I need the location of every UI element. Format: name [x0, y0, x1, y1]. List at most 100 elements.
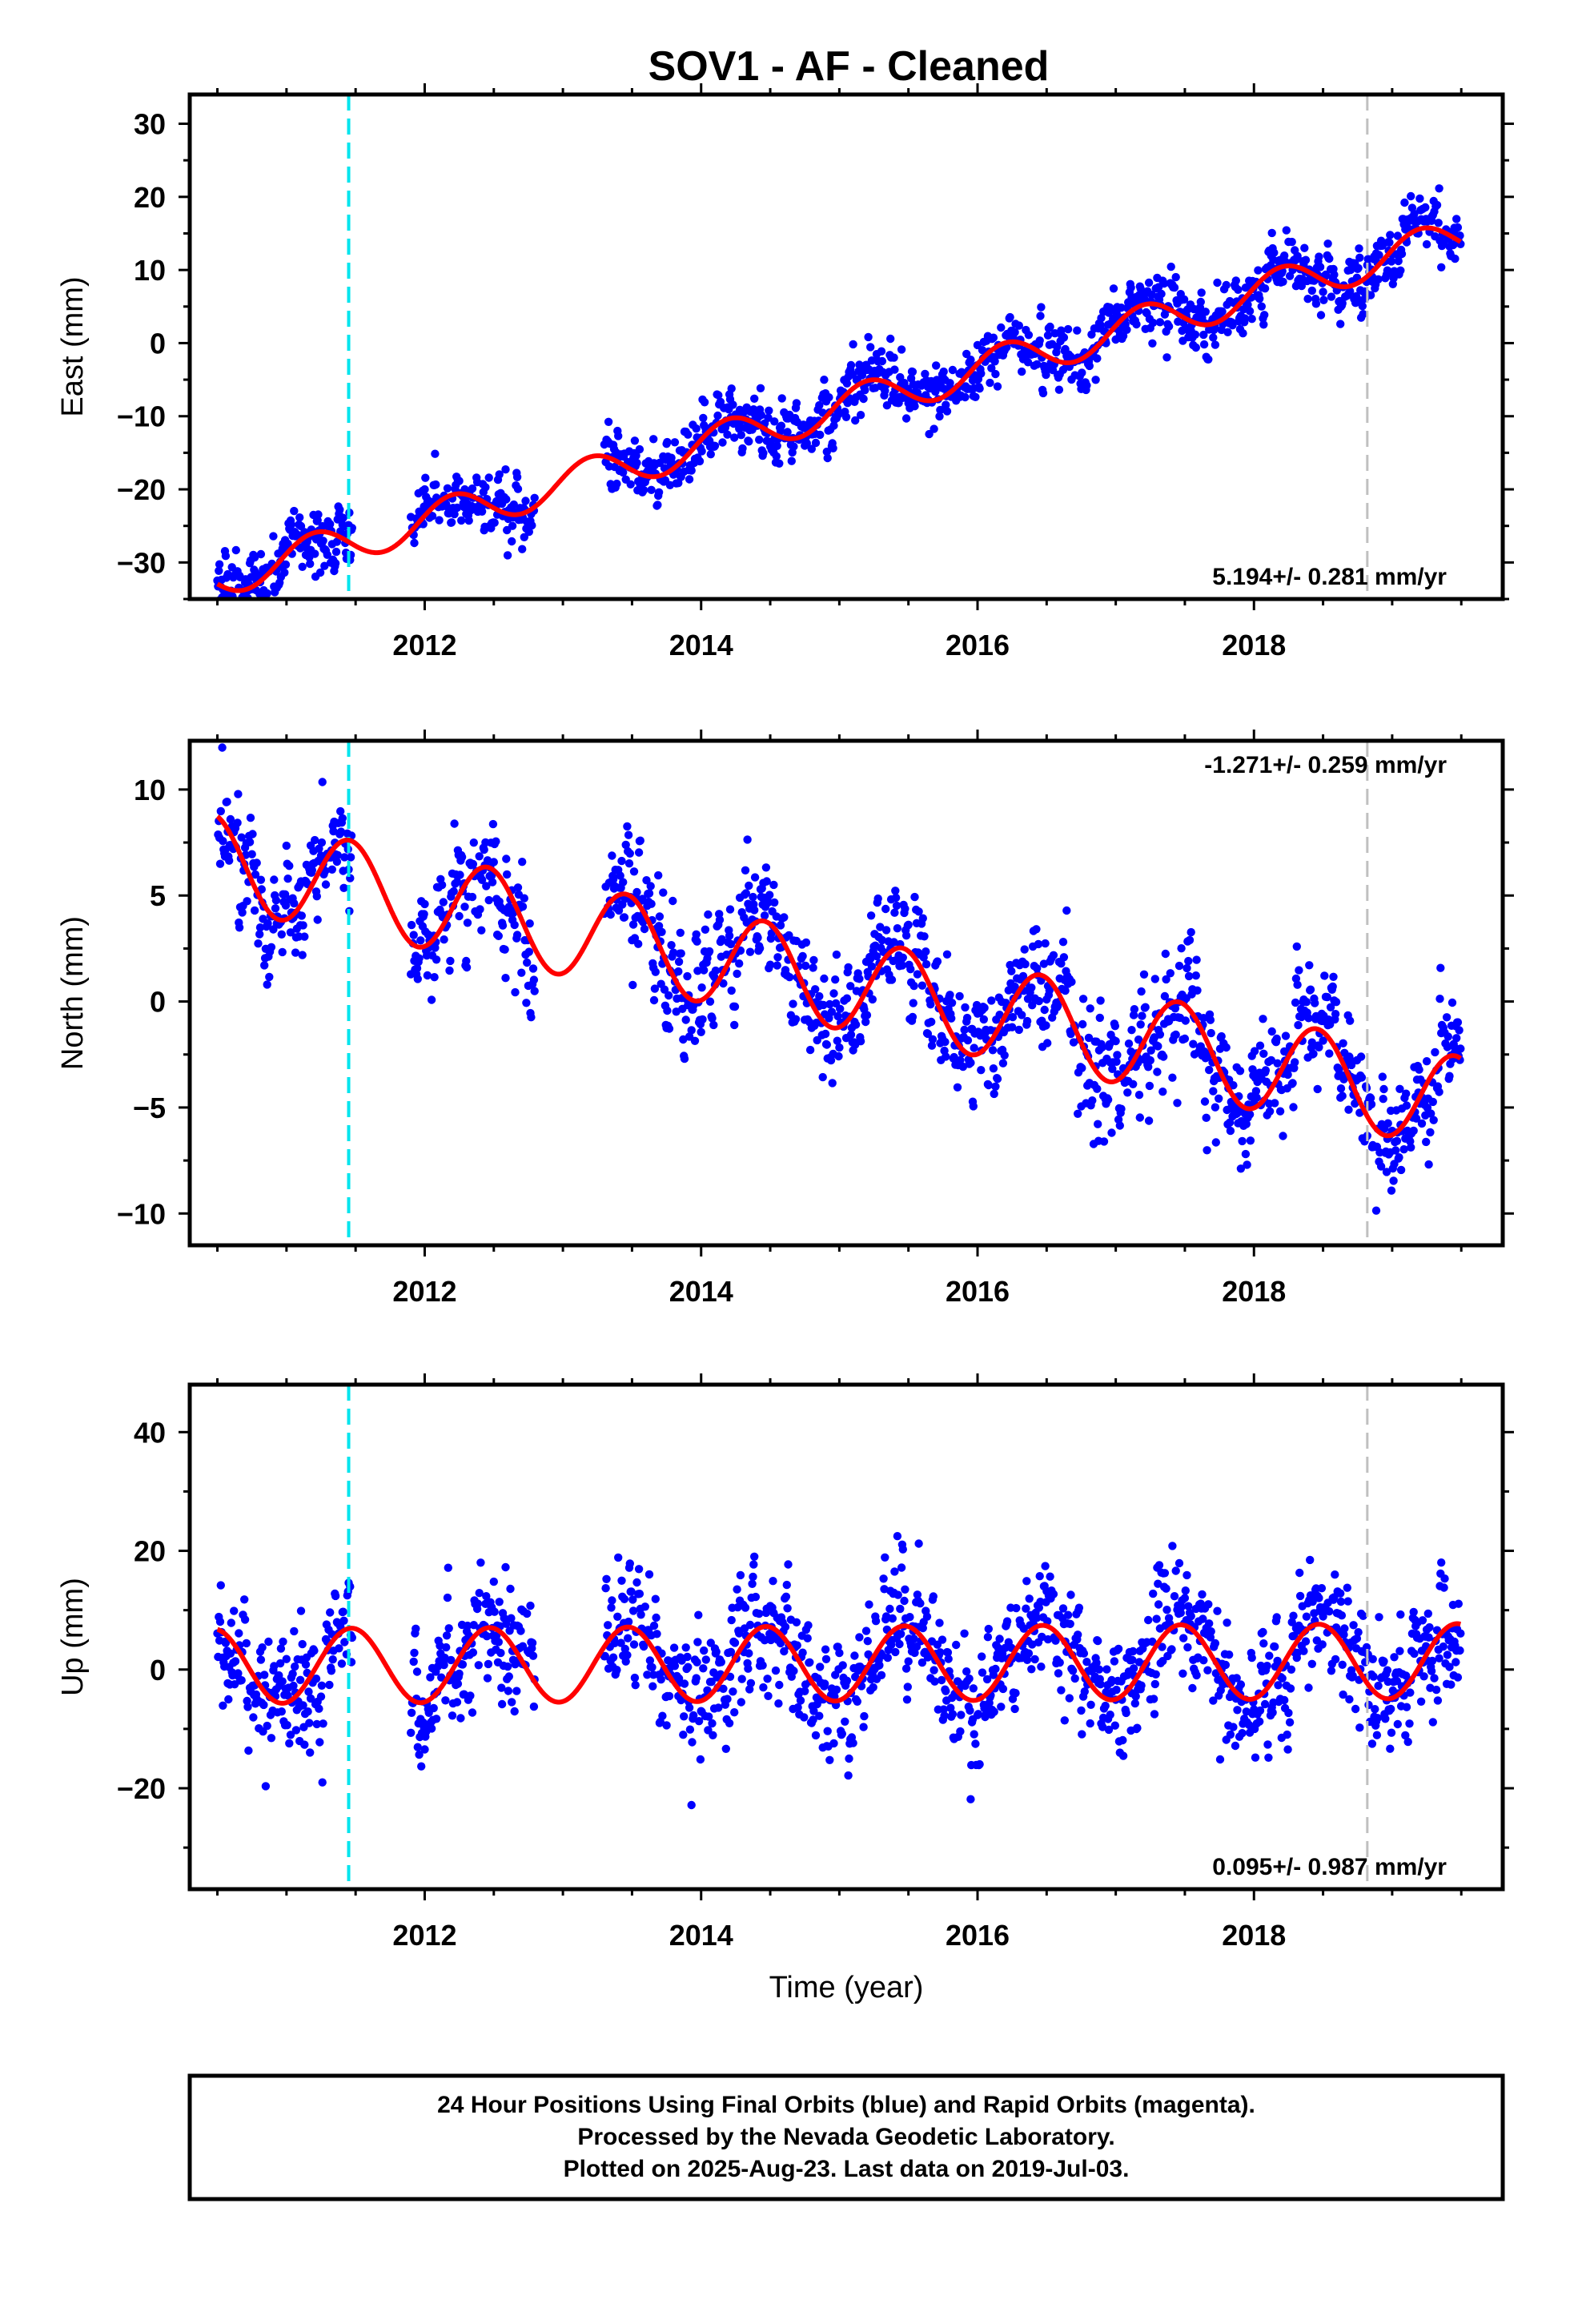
data-point: [856, 411, 865, 420]
data-point: [1301, 255, 1311, 264]
data-point: [909, 999, 917, 1007]
data-point: [456, 1714, 465, 1723]
data-point: [1199, 330, 1208, 340]
data-point: [238, 603, 246, 611]
data-point: [1065, 1694, 1074, 1703]
data-point: [773, 953, 782, 962]
data-point: [1077, 1706, 1086, 1715]
data-point: [1427, 1667, 1436, 1675]
data-point: [518, 545, 527, 553]
data-point: [1375, 1613, 1383, 1622]
data-point: [1339, 1690, 1347, 1699]
data-point: [501, 465, 510, 474]
data-point: [1078, 1019, 1087, 1029]
data-point: [1339, 1039, 1347, 1048]
data-point: [990, 1707, 998, 1716]
data-point: [904, 920, 913, 930]
data-point: [726, 939, 736, 949]
data-point: [749, 1560, 758, 1569]
data-point: [1317, 1584, 1327, 1593]
data-point: [1181, 1016, 1191, 1025]
data-point: [442, 1642, 451, 1652]
data-point: [1129, 1664, 1138, 1673]
data-point: [758, 1661, 767, 1670]
data-point: [627, 1587, 636, 1596]
data-point: [1154, 1042, 1162, 1051]
data-point: [1144, 1063, 1153, 1072]
data-point: [1336, 320, 1345, 328]
data-point: [407, 920, 416, 930]
data-point: [415, 1750, 424, 1759]
data-point: [335, 1644, 343, 1653]
data-point: [730, 433, 739, 442]
data-point: [1456, 1629, 1465, 1638]
data-point: [625, 1559, 634, 1568]
data-point: [1157, 289, 1166, 299]
data-point: [692, 930, 701, 939]
data-point: [846, 1030, 856, 1039]
data-point: [844, 1771, 853, 1780]
data-point: [1155, 1030, 1165, 1039]
data-point: [962, 1013, 972, 1023]
data-point: [1199, 1656, 1208, 1665]
data-point: [1209, 333, 1218, 342]
data-point: [829, 1739, 838, 1748]
data-point: [1174, 1558, 1184, 1568]
data-point: [851, 1672, 860, 1682]
x-tick-label: 2012: [392, 1275, 456, 1308]
data-point: [688, 1738, 697, 1747]
data-point: [1164, 322, 1174, 331]
data-point: [933, 957, 942, 966]
data-point: [644, 889, 654, 898]
data-point: [249, 1713, 258, 1722]
data-point: [932, 361, 941, 370]
data-point: [316, 1692, 326, 1701]
x-tick-label: 2018: [1222, 1275, 1286, 1308]
data-point: [457, 516, 466, 525]
data-point: [649, 1621, 659, 1630]
data-point: [716, 397, 725, 406]
data-point: [523, 958, 532, 967]
data-point: [251, 870, 260, 879]
data-point: [1078, 1063, 1086, 1072]
data-point: [1096, 1680, 1105, 1689]
data-point: [709, 1020, 718, 1030]
data-point: [708, 1719, 717, 1728]
data-point: [1240, 314, 1250, 323]
data-point: [283, 1691, 292, 1700]
data-point: [735, 1629, 744, 1638]
data-point: [1199, 340, 1209, 349]
data-point: [1154, 1600, 1163, 1609]
data-point: [950, 1052, 958, 1062]
data-point: [856, 1037, 865, 1046]
data-point: [1041, 939, 1050, 948]
y-tick-label: −30: [117, 546, 166, 579]
data-point: [1066, 1029, 1075, 1039]
data-point: [1221, 1660, 1231, 1670]
data-point: [630, 436, 640, 445]
data-point: [483, 1632, 492, 1641]
data-point: [475, 1589, 484, 1598]
data-point: [431, 449, 440, 458]
data-point: [1259, 1639, 1268, 1648]
data-point: [1223, 1618, 1231, 1627]
data-point: [750, 906, 759, 915]
data-point: [1264, 1753, 1273, 1762]
data-point: [1126, 283, 1135, 292]
data-point: [761, 863, 771, 872]
data-point: [1033, 964, 1042, 973]
data-point: [1409, 1607, 1418, 1617]
data-point: [1328, 982, 1337, 991]
data-point: [971, 392, 980, 401]
data-point: [757, 411, 765, 420]
data-point: [445, 966, 454, 975]
data-point: [1295, 966, 1303, 975]
data-point: [727, 384, 736, 393]
fit-curve: [215, 814, 1463, 1139]
data-point: [1383, 1119, 1392, 1128]
data-point: [991, 1082, 1000, 1092]
data-point: [1403, 1737, 1412, 1747]
data-point: [286, 928, 295, 937]
data-point: [749, 1572, 757, 1582]
data-point: [1265, 1651, 1274, 1660]
